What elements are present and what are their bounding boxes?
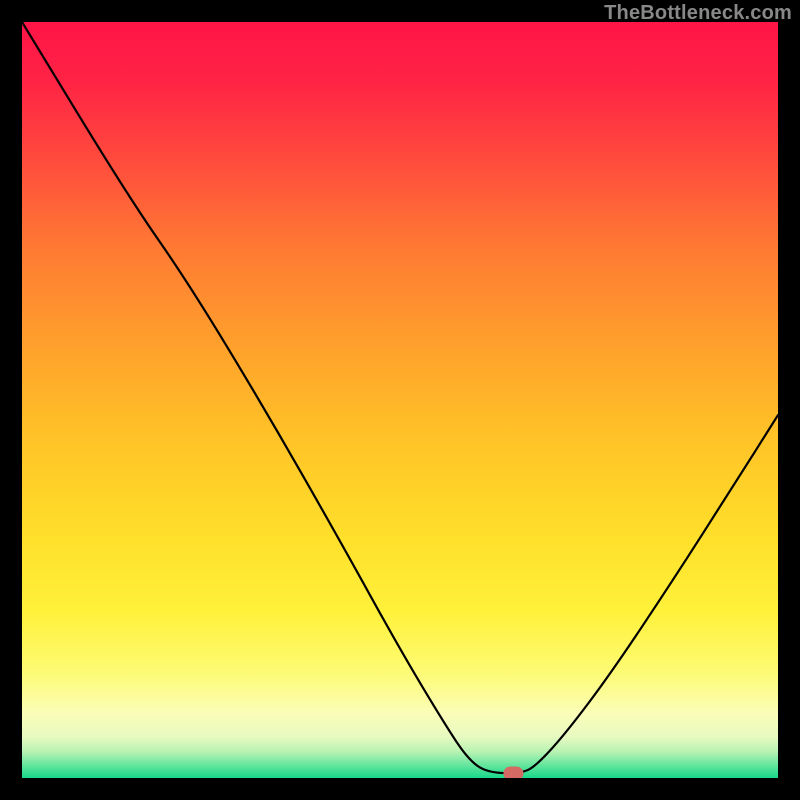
- chart-frame: TheBottleneck.com: [0, 0, 800, 800]
- gradient-background: [22, 22, 778, 778]
- chart-plot-area: [22, 22, 778, 778]
- minimum-marker: [503, 766, 523, 778]
- chart-svg: [22, 22, 778, 778]
